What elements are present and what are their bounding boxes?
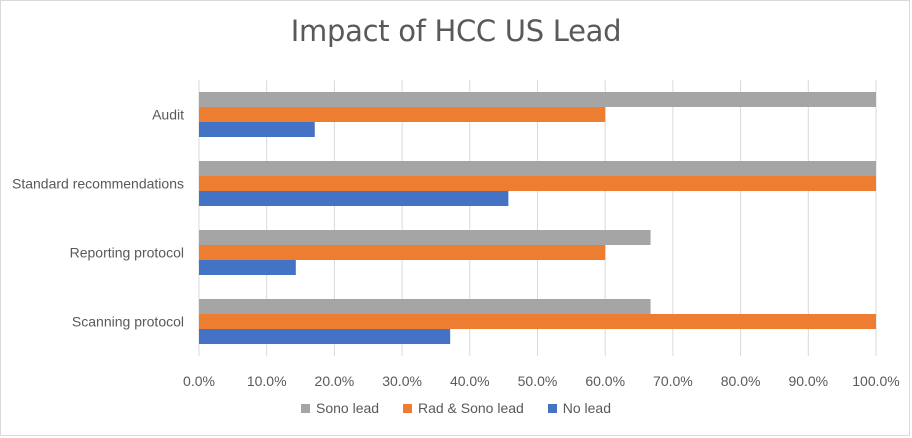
bar-audit-no-lead	[199, 122, 315, 137]
legend-label: Rad & Sono lead	[417, 400, 524, 416]
bar-reporting-protocol-no-lead	[199, 260, 296, 275]
legend: Sono lead Rad & Sono lead No lead	[0, 400, 912, 416]
chart-title: Impact of HCC US Lead	[290, 14, 622, 48]
bar-audit-sono-lead	[199, 92, 876, 107]
bar-scanning-protocol-rad-sono-lead	[199, 314, 876, 329]
category-label: Scanning protocol	[72, 314, 184, 330]
bar-audit-rad-sono-lead	[199, 107, 606, 122]
x-tick-label: 80.0%	[721, 373, 761, 389]
x-tick-label: 70.0%	[653, 373, 693, 389]
legend-swatch-no-lead	[547, 404, 557, 413]
x-tick-label: 100.0%	[852, 373, 899, 389]
x-axis-labels: 0.0% 10.0% 20.0% 30.0% 40.0% 50.0% 60.0% 70.0% 8…	[183, 373, 900, 389]
x-tick-label: 90.0%	[788, 373, 828, 389]
x-tick-label: 30.0%	[382, 373, 422, 389]
x-tick-label: 50.0%	[518, 373, 558, 389]
x-tick-label: 60.0%	[585, 373, 625, 389]
bar-standard-recommendations-sono-lead	[199, 161, 876, 176]
category-label: Reporting protocol	[70, 245, 184, 261]
y-axis-labels: Audit Standard recommendations Reporting p…	[12, 107, 184, 330]
category-label: Standard recommendations	[12, 176, 184, 192]
x-tick-label: 0.0%	[183, 373, 215, 389]
bar-scanning-protocol-no-lead	[199, 329, 451, 344]
bars	[199, 92, 876, 344]
legend-item-sono-lead: Sono lead	[301, 400, 379, 416]
category-label: Audit	[152, 107, 184, 123]
bar-reporting-protocol-sono-lead	[199, 230, 651, 245]
legend-item-no-lead: No lead	[547, 400, 611, 416]
legend-swatch-rad-sono-lead	[402, 404, 412, 413]
x-tick-label: 40.0%	[450, 373, 490, 389]
bar-reporting-protocol-rad-sono-lead	[199, 245, 606, 260]
bar-scanning-protocol-sono-lead	[199, 299, 651, 314]
legend-label: No lead	[562, 400, 611, 416]
bar-standard-recommendations-rad-sono-lead	[199, 176, 876, 191]
x-tick-label: 10.0%	[247, 373, 287, 389]
x-tick-label: 20.0%	[315, 373, 355, 389]
legend-item-rad-sono-lead: Rad & Sono lead	[402, 400, 524, 416]
legend-swatch-sono-lead	[301, 404, 311, 413]
legend-label: Sono lead	[316, 400, 380, 416]
bar-standard-recommendations-no-lead	[199, 191, 509, 206]
